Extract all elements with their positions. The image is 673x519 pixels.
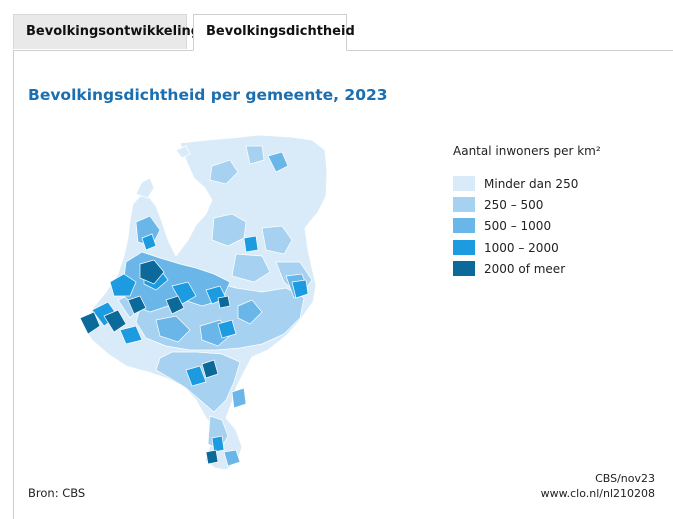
credit-date: CBS/nov23 bbox=[595, 472, 655, 485]
source-note: Bron: CBS bbox=[28, 486, 86, 500]
credit-url[interactable]: www.clo.nl/nl210208 bbox=[540, 487, 655, 500]
legend-label: 500 – 1000 bbox=[484, 219, 552, 233]
legend-swatch bbox=[453, 176, 475, 191]
legend-swatch bbox=[453, 197, 475, 212]
map-title: Bevolkingsdichtheid per gemeente, 2023 bbox=[28, 86, 388, 104]
legend-swatch bbox=[453, 240, 475, 255]
legend-title: Aantal inwoners per km² bbox=[453, 144, 601, 158]
tab-bevolkingsdichtheid[interactable]: Bevolkingsdichtheid bbox=[193, 14, 355, 51]
legend-label: 250 – 500 bbox=[484, 198, 544, 212]
legend-swatch bbox=[453, 261, 475, 276]
content-panel bbox=[13, 50, 673, 519]
legend-swatch bbox=[453, 218, 475, 233]
density-class-2000-plus bbox=[79, 259, 231, 465]
tab-bevolkingsontwikkeling[interactable]: Bevolkingsontwikkeling bbox=[13, 14, 200, 49]
legend-label: 2000 of meer bbox=[484, 262, 566, 276]
tab-bar: Bevolkingsontwikkeling Bevolkingsdichthe… bbox=[13, 14, 673, 51]
legend-label: 1000 – 2000 bbox=[484, 241, 559, 255]
legend-label: Minder dan 250 bbox=[484, 177, 579, 191]
